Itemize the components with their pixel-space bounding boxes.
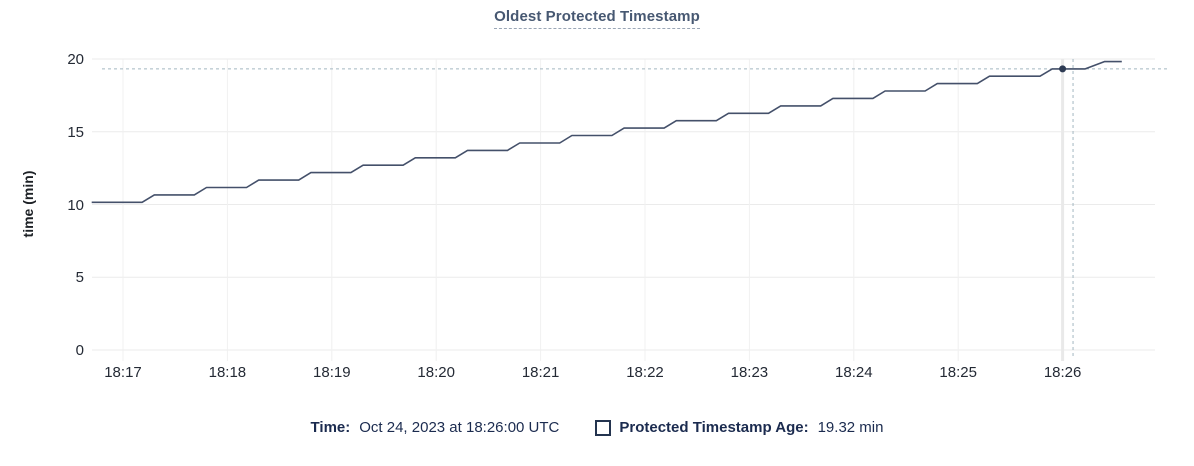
x-tick-label: 18:23 — [730, 364, 769, 381]
y-tick-label: 0 — [75, 342, 84, 359]
chart-legend: Time: Oct 24, 2023 at 18:26:00 UTC Prote… — [0, 419, 1194, 436]
plot-area[interactable] — [0, 0, 1194, 410]
y-tick-label: 10 — [67, 196, 84, 214]
legend-series-item[interactable]: Protected Timestamp Age: 19.32 min — [595, 419, 883, 436]
x-tick-label: 18:25 — [939, 364, 977, 381]
chart-title-row: Oldest Protected Timestamp — [0, 8, 1194, 29]
series-line — [91, 60, 1122, 204]
x-tick-label: 18:20 — [417, 364, 455, 381]
hover-point-dot — [1059, 65, 1067, 73]
legend-time-label: Time: — [310, 419, 351, 436]
x-tick-label: 18:21 — [521, 364, 560, 381]
legend-time-item: Time: Oct 24, 2023 at 18:26:00 UTC — [311, 419, 560, 436]
x-tick-label: 18:22 — [626, 364, 664, 381]
chart-title[interactable]: Oldest Protected Timestamp — [494, 8, 700, 29]
y-tick-label: 5 — [75, 269, 84, 287]
series-toggle-checkbox-icon[interactable] — [595, 419, 612, 436]
x-tick-label: 18:19 — [313, 364, 351, 381]
x-tick-label: 18:24 — [835, 364, 873, 381]
y-tick-label: 20 — [67, 51, 84, 68]
y-tick-label: 15 — [67, 123, 84, 141]
legend-series-label: Protected Timestamp Age: — [619, 419, 809, 436]
legend-series-value: 19.32 min — [817, 419, 884, 436]
x-tick-label: 18:17 — [104, 364, 142, 381]
x-tick-label: 18:18 — [208, 364, 247, 381]
legend-time-value: Oct 24, 2023 at 18:26:00 UTC — [359, 419, 560, 436]
x-tick-label: 18:26 — [1043, 364, 1082, 381]
